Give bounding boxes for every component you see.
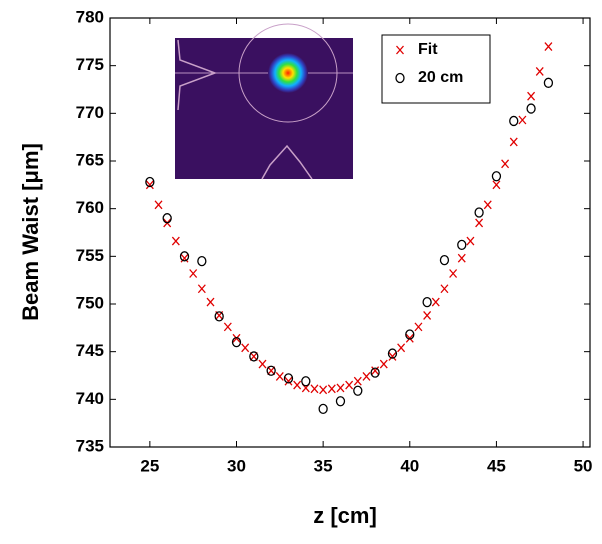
fit-marker bbox=[146, 181, 153, 189]
fit-marker bbox=[224, 323, 231, 331]
fit-marker bbox=[242, 344, 249, 352]
fit-marker bbox=[450, 269, 457, 277]
fit-marker bbox=[389, 352, 396, 360]
fit-marker bbox=[337, 384, 344, 392]
fit-marker bbox=[502, 160, 509, 168]
fit-marker bbox=[510, 138, 517, 146]
data-point bbox=[371, 368, 379, 377]
fit-marker bbox=[276, 372, 283, 380]
fit-marker bbox=[268, 367, 275, 375]
y-tick-label: 780 bbox=[76, 7, 104, 26]
x-tick-label: 40 bbox=[400, 456, 419, 475]
fit-marker bbox=[536, 67, 543, 75]
fit-marker bbox=[363, 372, 370, 380]
fit-marker bbox=[380, 360, 387, 368]
data-point bbox=[475, 208, 483, 217]
data-point bbox=[319, 404, 327, 413]
data-point bbox=[544, 78, 552, 87]
data-point bbox=[163, 214, 171, 223]
fit-marker bbox=[458, 254, 465, 262]
data-point bbox=[198, 257, 206, 266]
y-tick-label: 740 bbox=[76, 389, 104, 408]
fit-marker bbox=[259, 360, 266, 368]
fit-marker bbox=[493, 181, 500, 189]
legend-label: 20 cm bbox=[418, 69, 463, 86]
fit-marker bbox=[294, 381, 301, 389]
fit-marker bbox=[207, 298, 214, 306]
fit-marker bbox=[398, 344, 405, 352]
fit-marker bbox=[415, 323, 422, 331]
fit-marker bbox=[155, 201, 162, 209]
y-tick-label: 745 bbox=[76, 341, 104, 360]
x-axis-label: z [cm] bbox=[313, 503, 377, 528]
x-tick-label: 25 bbox=[140, 456, 159, 475]
fit-marker bbox=[250, 352, 257, 360]
fit-marker bbox=[198, 285, 205, 293]
fit-marker bbox=[432, 298, 439, 306]
data-point bbox=[492, 172, 500, 181]
y-tick-label: 765 bbox=[76, 150, 104, 169]
fit-marker bbox=[484, 201, 491, 209]
data-point bbox=[336, 397, 344, 406]
fit-marker bbox=[354, 377, 361, 385]
fit-marker bbox=[311, 385, 318, 393]
fit-marker bbox=[320, 386, 327, 394]
data-point bbox=[354, 386, 362, 395]
data-point bbox=[423, 298, 431, 307]
fit-marker bbox=[519, 116, 526, 124]
y-tick-label: 770 bbox=[76, 103, 104, 122]
chart: z [cm] Beam Waist [μm] 735 740 745 750 755 76… bbox=[0, 0, 602, 539]
fit-marker bbox=[424, 311, 431, 319]
fit-marker bbox=[545, 43, 552, 51]
y-tick-label: 760 bbox=[76, 198, 104, 217]
fit-marker bbox=[528, 92, 535, 100]
fit-marker bbox=[346, 381, 353, 389]
y-tick-label: 735 bbox=[76, 436, 104, 455]
fit-marker bbox=[441, 285, 448, 293]
data-point bbox=[181, 252, 189, 261]
y-tick-label: 755 bbox=[76, 246, 104, 265]
x-tick-label: 45 bbox=[487, 456, 506, 475]
y-tick-label: 750 bbox=[76, 293, 104, 312]
fit-marker bbox=[328, 385, 335, 393]
x-tick-label: 50 bbox=[574, 456, 593, 475]
x-tick-label: 30 bbox=[227, 456, 246, 475]
data-point bbox=[302, 377, 310, 386]
fit-marker bbox=[467, 237, 474, 245]
data-point bbox=[527, 104, 535, 113]
fit-marker bbox=[172, 237, 179, 245]
fit-marker bbox=[476, 219, 483, 227]
legend-label: Fit bbox=[418, 41, 438, 58]
x-tick-label: 35 bbox=[314, 456, 333, 475]
data-point bbox=[440, 256, 448, 265]
y-tick-label: 775 bbox=[76, 55, 104, 74]
y-axis-label: Beam Waist [μm] bbox=[18, 143, 43, 321]
inset-image bbox=[175, 24, 353, 179]
fit-marker bbox=[285, 377, 292, 385]
data-point bbox=[510, 116, 518, 125]
fit-marker bbox=[190, 269, 197, 277]
data-point bbox=[458, 240, 466, 249]
